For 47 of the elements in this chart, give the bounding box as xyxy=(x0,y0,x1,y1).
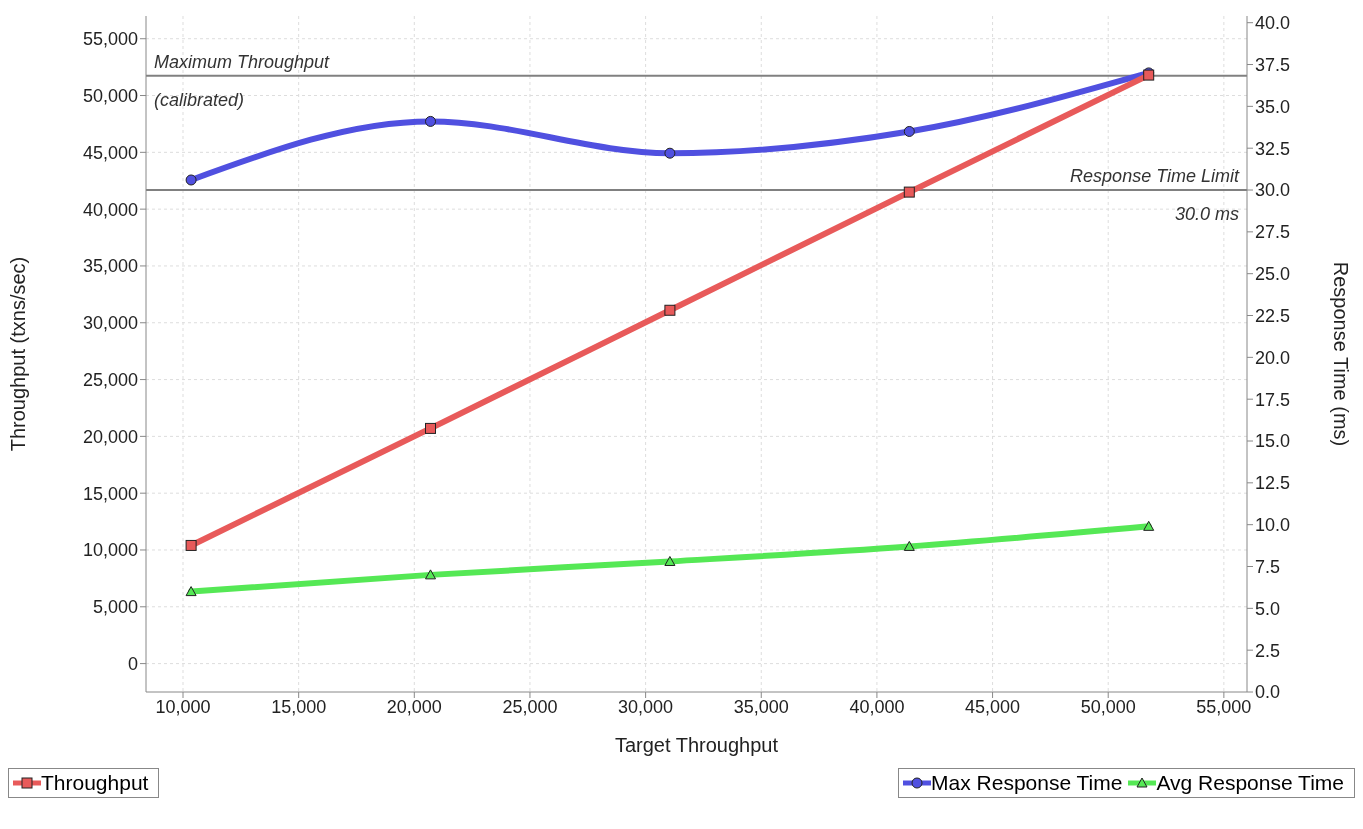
x-tick-label: 55,000 xyxy=(1196,696,1252,717)
legend-label: Max Response Time xyxy=(931,771,1123,795)
ref-line-label: Response Time Limit 30.0 ms xyxy=(1070,166,1240,225)
x-tick-label: 10,000 xyxy=(155,696,211,717)
y2-tick-label: 17.5 xyxy=(1255,389,1291,410)
y2-tick-label: 25.0 xyxy=(1255,264,1291,285)
x-tick-label: 20,000 xyxy=(386,696,442,717)
y-tick-label: 25,000 xyxy=(82,369,138,390)
y2-tick-label: 37.5 xyxy=(1255,54,1291,75)
y2-tick-label: 7.5 xyxy=(1255,556,1281,577)
y2-tick-label: 30.0 xyxy=(1255,180,1291,201)
y2-tick-label: 20.0 xyxy=(1255,347,1291,368)
y-tick-label: 45,000 xyxy=(82,142,138,163)
y2-tick-label: 12.5 xyxy=(1255,473,1291,494)
y-tick-label: 40,000 xyxy=(82,199,138,220)
x-tick-label: 15,000 xyxy=(271,696,327,717)
x-tick-label: 35,000 xyxy=(733,696,789,717)
x-tick-label: 45,000 xyxy=(965,696,1021,717)
y-tick-label: 15,000 xyxy=(82,483,138,504)
y2-tick-label: 0.0 xyxy=(1255,682,1281,703)
y-tick-label: 30,000 xyxy=(82,313,138,334)
y2-tick-label: 35.0 xyxy=(1255,96,1291,117)
y2-tick-label: 2.5 xyxy=(1255,640,1281,661)
legend-label: Avg Response Time xyxy=(1156,771,1344,795)
y-tick-label: 0 xyxy=(127,653,138,674)
y2-axis-title: Response Time (ms) xyxy=(1329,261,1352,447)
y-tick-label: 20,000 xyxy=(82,426,138,447)
x-tick-label: 25,000 xyxy=(502,696,558,717)
y-tick-label: 5,000 xyxy=(92,597,138,618)
y2-tick-label: 40.0 xyxy=(1255,13,1291,34)
x-tick-label: 50,000 xyxy=(1080,696,1136,717)
y-axis-title: Throughput (txns/sec) xyxy=(7,256,30,452)
y-tick-label: 10,000 xyxy=(82,540,138,561)
y-tick-label: 50,000 xyxy=(82,85,138,106)
x-tick-label: 30,000 xyxy=(618,696,674,717)
y2-tick-label: 32.5 xyxy=(1255,138,1291,159)
y-tick-label: 35,000 xyxy=(82,256,138,277)
legend-label: Throughput xyxy=(41,771,149,795)
y2-tick-label: 27.5 xyxy=(1255,222,1291,243)
y2-tick-label: 10.0 xyxy=(1255,515,1291,536)
y2-tick-label: 15.0 xyxy=(1255,431,1291,452)
y2-tick-label: 22.5 xyxy=(1255,305,1291,326)
x-tick-label: 40,000 xyxy=(849,696,905,717)
x-axis-title: Target Throughput xyxy=(614,734,779,756)
ref-line-label: Maximum Throughput (calibrated) xyxy=(154,51,331,110)
y2-tick-label: 5.0 xyxy=(1255,598,1281,619)
y-tick-label: 55,000 xyxy=(82,29,138,50)
